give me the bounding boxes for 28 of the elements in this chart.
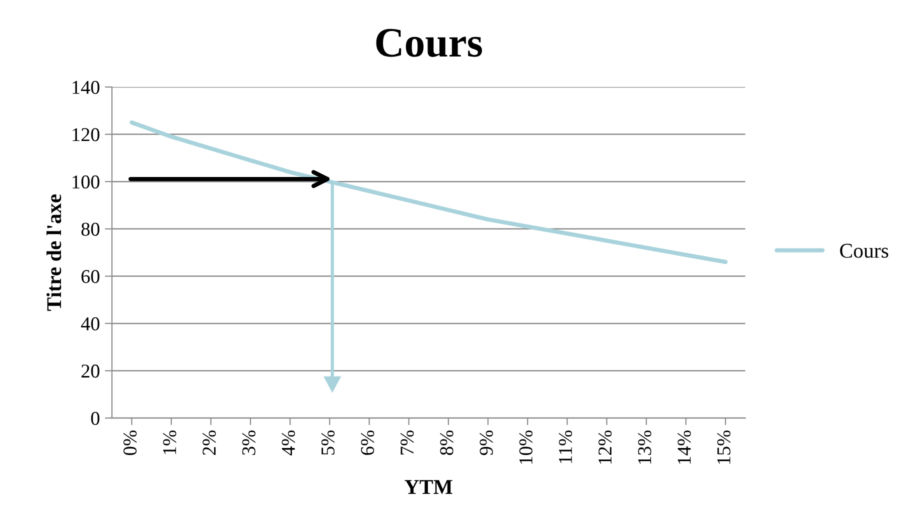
chart-title: Cours (376, 28, 482, 57)
x-tick-label: 13% (638, 430, 652, 464)
x-tick-label: 1% (163, 430, 176, 454)
x-tick-label: 10% (519, 430, 533, 464)
x-tick-label: 12% (598, 430, 612, 464)
x-tick-label: 15% (717, 430, 730, 464)
y-tick-label: 80 (81, 222, 100, 236)
x-axis-title: YTM (404, 480, 452, 494)
x-tick-label: 7% (400, 430, 414, 454)
y-tick-label: 100 (72, 175, 100, 189)
x-tick-label: 4% (282, 430, 295, 456)
y-tick-label: 60 (82, 270, 100, 284)
y-tick-label: 40 (81, 317, 100, 330)
y-axis-title: Titre de l'axe (46, 194, 62, 311)
y-tick-label: 120 (72, 128, 100, 142)
x-tick-label: 14% (678, 430, 691, 464)
x-tick-label: 11% (558, 430, 572, 464)
y-tick-label: 20 (82, 364, 100, 378)
y-tick-label: 140 (72, 80, 100, 94)
x-tick-label: 2% (202, 430, 216, 455)
y-tick-label: 0 (91, 412, 100, 425)
x-tick-label: 5% (321, 430, 335, 455)
x-tick-label: 9% (480, 430, 493, 456)
x-tick-label: 8% (440, 430, 454, 456)
x-tick-label: 3% (242, 430, 256, 455)
x-tick-label: 6% (360, 430, 374, 455)
legend-label: Cours (840, 244, 888, 258)
x-tick-label: 0% (123, 430, 137, 456)
